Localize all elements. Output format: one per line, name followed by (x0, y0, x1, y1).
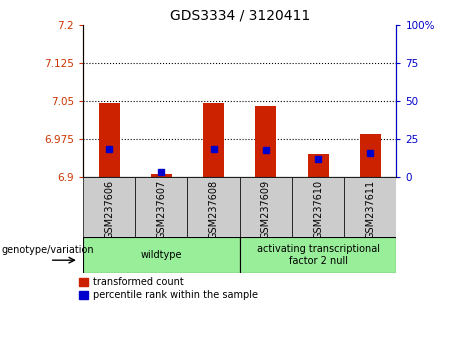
Bar (83, 237, 240, 273)
Text: GSM237610: GSM237610 (313, 180, 323, 239)
Bar (151, 175, 172, 177)
Bar (188, 177, 240, 237)
Bar (240, 177, 292, 237)
Text: wildtype: wildtype (141, 250, 182, 260)
Bar (307, 154, 329, 177)
Bar (135, 177, 188, 237)
Bar (83, 177, 135, 237)
Bar (360, 134, 381, 177)
Bar (240, 237, 396, 273)
Bar (292, 177, 344, 237)
Text: GSM237608: GSM237608 (208, 180, 219, 239)
Bar (344, 177, 396, 237)
Text: GSM237607: GSM237607 (156, 180, 166, 239)
Bar (255, 106, 276, 177)
Legend: transformed count, percentile rank within the sample: transformed count, percentile rank withi… (79, 278, 258, 300)
Text: activating transcriptional
factor 2 null: activating transcriptional factor 2 null (257, 244, 379, 266)
Text: GSM237611: GSM237611 (365, 180, 375, 239)
Bar (99, 103, 119, 177)
Text: genotype/variation: genotype/variation (2, 245, 95, 255)
Title: GDS3334 / 3120411: GDS3334 / 3120411 (170, 8, 310, 22)
Bar (203, 103, 224, 177)
Text: GSM237609: GSM237609 (261, 180, 271, 239)
Text: GSM237606: GSM237606 (104, 180, 114, 239)
